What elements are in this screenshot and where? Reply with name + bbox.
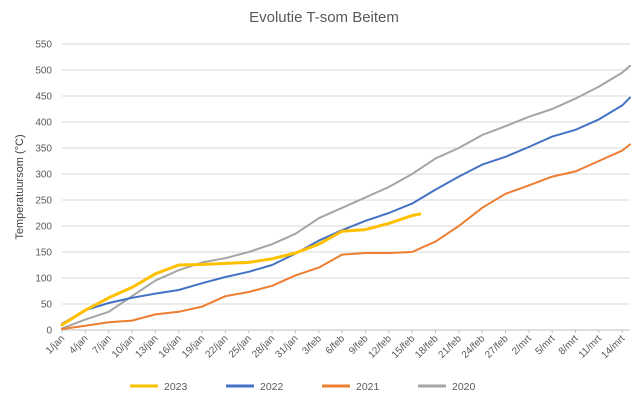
y-tick-label: 50 (41, 300, 53, 311)
series-line-2020 (61, 64, 631, 330)
series-line-2023 (60, 212, 422, 327)
series-lines (60, 64, 631, 330)
series-line-2022 (61, 96, 631, 325)
y-tick-label: 350 (35, 144, 52, 155)
series-line-2021 (61, 143, 631, 330)
y-tick-label: 150 (35, 248, 52, 259)
y-tick-label: 0 (46, 326, 52, 337)
legend: 2023 2022 2021 2020 (130, 381, 476, 393)
y-axis-title: Temperatuursom (°C) (14, 134, 26, 239)
y-tick-label: 550 (35, 40, 52, 51)
legend-label-2022: 2022 (260, 381, 284, 393)
y-axis-ticks: 0 50 100 150 200 250 300 350 400 450 500 550 (35, 40, 52, 337)
legend-label-2021: 2021 (356, 381, 380, 393)
legend-label-2023: 2023 (164, 381, 188, 393)
y-tick-label: 500 (35, 66, 52, 77)
y-tick-label: 100 (35, 274, 52, 285)
gridlines (62, 43, 630, 331)
y-tick-label: 300 (35, 170, 52, 181)
y-tick-label: 200 (35, 222, 52, 233)
y-tick-label: 250 (35, 196, 52, 207)
y-tick-label: 400 (35, 118, 52, 129)
y-tick-label: 450 (35, 92, 52, 103)
chart-title: Evolutie T-som Beitem (249, 9, 399, 26)
legend-label-2020: 2020 (452, 381, 476, 393)
